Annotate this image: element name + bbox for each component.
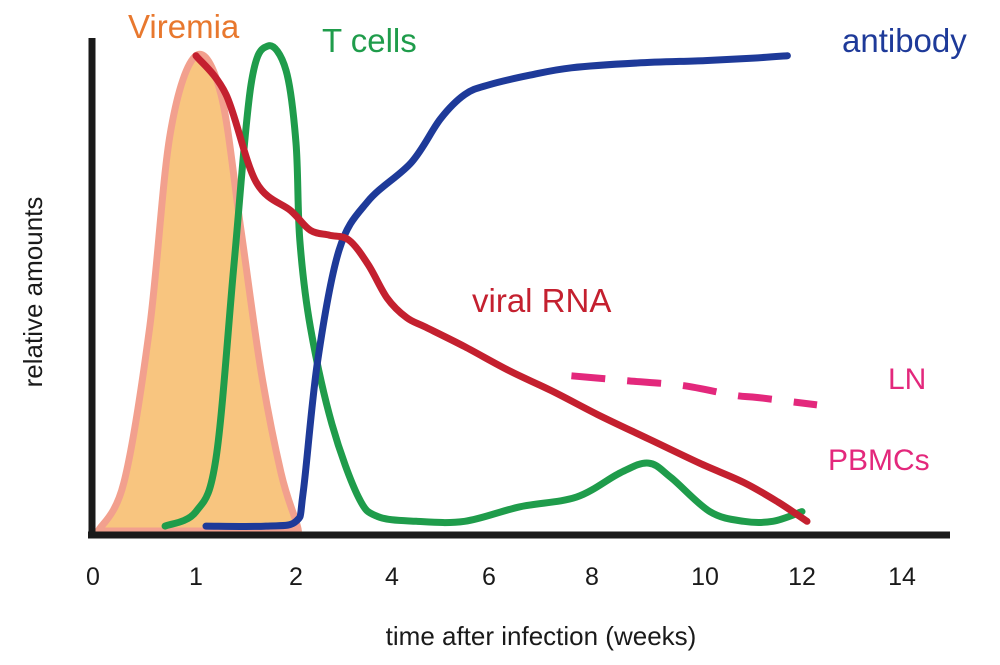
tick-layer: 0 1 2 4 6 8 10 12 14 (86, 563, 916, 591)
x-tick-label: 10 (691, 563, 719, 591)
ln-series (571, 372, 818, 409)
tcells-label: T cells (322, 22, 417, 59)
x-tick-label: 14 (888, 563, 916, 591)
x-tick-label: 0 (86, 563, 100, 591)
x-tick-label: 2 (289, 563, 303, 591)
x-axis-label: time after infection (weeks) (386, 621, 697, 651)
series-layer (94, 42, 818, 535)
ln-label: LN (888, 363, 926, 396)
t-cells-series (161, 42, 806, 530)
x-tick-label: 6 (482, 563, 496, 591)
x-tick-label: 4 (385, 563, 399, 591)
antibody-label: antibody (842, 22, 967, 59)
x-tick-label: 8 (585, 563, 599, 591)
pbmcs-label: PBMCs (828, 444, 930, 477)
x-tick-label: 1 (189, 563, 203, 591)
y-axis-label: relative amounts (18, 197, 48, 388)
viremia-series (94, 50, 302, 535)
viral-rna-label: viral RNA (472, 282, 611, 319)
viral-rna-series (192, 52, 811, 525)
viremia-label: Viremia (128, 8, 240, 45)
x-tick-label: 12 (788, 563, 816, 591)
antibody-series (202, 52, 791, 530)
